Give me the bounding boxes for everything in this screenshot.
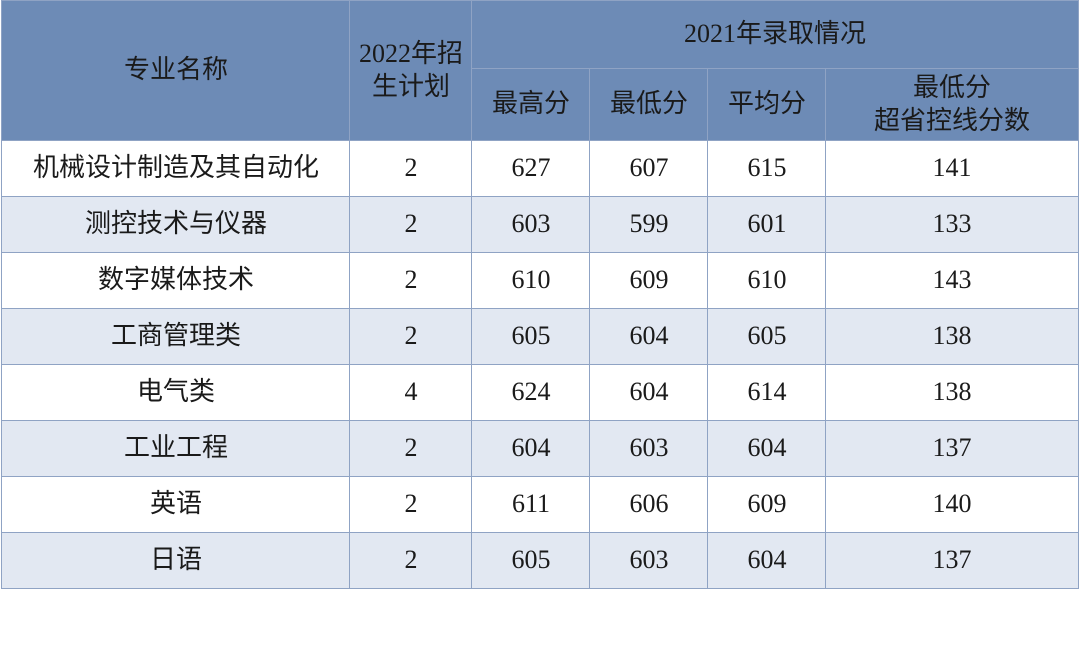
col-header-min: 最低分 <box>590 69 708 141</box>
cell-major: 日语 <box>2 533 350 589</box>
cell-diff: 137 <box>826 421 1078 477</box>
cell-plan: 2 <box>350 477 472 533</box>
col-header-avg: 平均分 <box>708 69 826 141</box>
col-header-plan-line2: 生计划 <box>372 72 450 101</box>
cell-diff: 140 <box>826 477 1078 533</box>
cell-plan: 2 <box>350 141 472 197</box>
col-header-diff-line1: 最低分 <box>913 73 991 102</box>
cell-avg: 615 <box>708 141 826 197</box>
cell-plan: 2 <box>350 421 472 477</box>
cell-diff: 143 <box>826 253 1078 309</box>
cell-avg: 601 <box>708 197 826 253</box>
cell-max: 610 <box>472 253 590 309</box>
cell-min: 603 <box>590 421 708 477</box>
cell-diff: 138 <box>826 365 1078 421</box>
cell-max: 605 <box>472 533 590 589</box>
cell-max: 627 <box>472 141 590 197</box>
col-header-diff-line2: 超省控线分数 <box>874 106 1030 135</box>
cell-avg: 605 <box>708 309 826 365</box>
table-row: 数字媒体技术2610609610143 <box>2 253 1078 309</box>
table-header: 专业名称 2022年招 生计划 2021年录取情况 最高分 最低分 平均分 最低… <box>2 1 1078 141</box>
cell-major: 工商管理类 <box>2 309 350 365</box>
table-row: 机械设计制造及其自动化2627607615141 <box>2 141 1078 197</box>
cell-avg: 610 <box>708 253 826 309</box>
cell-avg: 604 <box>708 421 826 477</box>
cell-max: 604 <box>472 421 590 477</box>
cell-min: 606 <box>590 477 708 533</box>
cell-avg: 614 <box>708 365 826 421</box>
cell-min: 609 <box>590 253 708 309</box>
cell-max: 611 <box>472 477 590 533</box>
cell-plan: 2 <box>350 253 472 309</box>
cell-min: 599 <box>590 197 708 253</box>
table-row: 英语2611606609140 <box>2 477 1078 533</box>
table-row: 测控技术与仪器2603599601133 <box>2 197 1078 253</box>
cell-plan: 2 <box>350 533 472 589</box>
cell-major: 电气类 <box>2 365 350 421</box>
cell-plan: 2 <box>350 309 472 365</box>
cell-diff: 137 <box>826 533 1078 589</box>
cell-avg: 609 <box>708 477 826 533</box>
cell-major: 机械设计制造及其自动化 <box>2 141 350 197</box>
cell-min: 604 <box>590 309 708 365</box>
col-header-plan: 2022年招 生计划 <box>350 1 472 141</box>
cell-min: 607 <box>590 141 708 197</box>
table-row: 电气类4624604614138 <box>2 365 1078 421</box>
cell-avg: 604 <box>708 533 826 589</box>
cell-plan: 2 <box>350 197 472 253</box>
cell-min: 604 <box>590 365 708 421</box>
cell-min: 603 <box>590 533 708 589</box>
table-row: 日语2605603604137 <box>2 533 1078 589</box>
cell-major: 工业工程 <box>2 421 350 477</box>
admission-table: 专业名称 2022年招 生计划 2021年录取情况 最高分 最低分 平均分 最低… <box>1 0 1078 589</box>
table-row: 工业工程2604603604137 <box>2 421 1078 477</box>
col-header-plan-line1: 2022年招 <box>359 39 463 68</box>
cell-diff: 138 <box>826 309 1078 365</box>
cell-diff: 133 <box>826 197 1078 253</box>
table-row: 工商管理类2605604605138 <box>2 309 1078 365</box>
cell-max: 605 <box>472 309 590 365</box>
col-header-admission-group: 2021年录取情况 <box>472 1 1078 69</box>
cell-major: 数字媒体技术 <box>2 253 350 309</box>
table-body: 机械设计制造及其自动化2627607615141测控技术与仪器260359960… <box>2 141 1078 589</box>
cell-plan: 4 <box>350 365 472 421</box>
cell-max: 603 <box>472 197 590 253</box>
cell-major: 测控技术与仪器 <box>2 197 350 253</box>
cell-diff: 141 <box>826 141 1078 197</box>
col-header-max: 最高分 <box>472 69 590 141</box>
col-header-diff: 最低分 超省控线分数 <box>826 69 1078 141</box>
col-header-major: 专业名称 <box>2 1 350 141</box>
cell-major: 英语 <box>2 477 350 533</box>
cell-max: 624 <box>472 365 590 421</box>
